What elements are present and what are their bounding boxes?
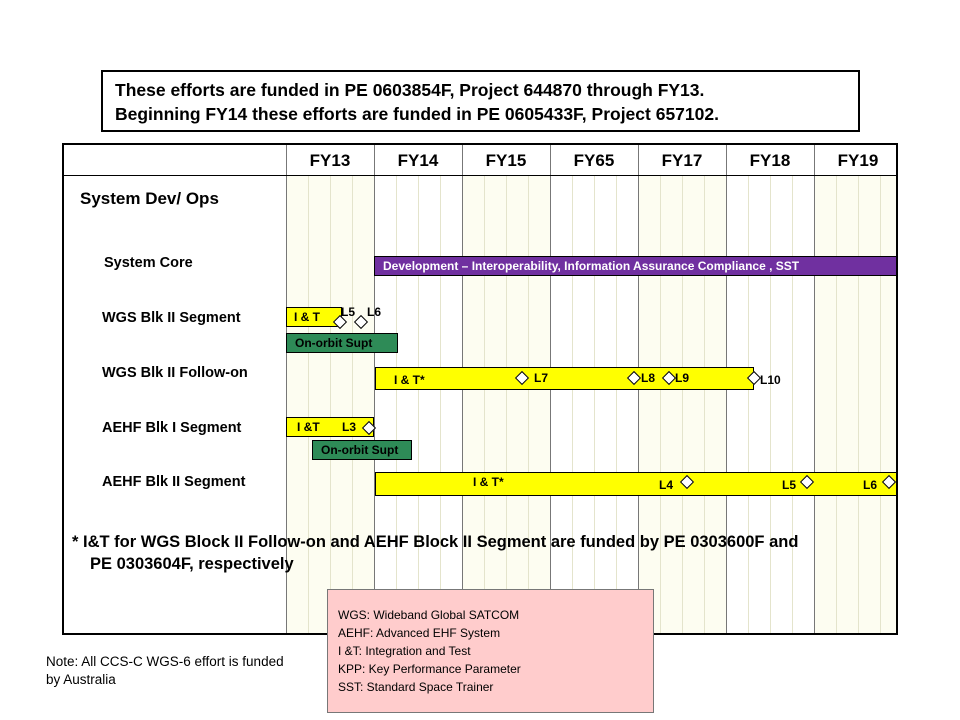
system-core-development-bar: Development – Interoperability, Informat… [374,256,896,276]
australia-funding-note: Note: All CCS-C WGS-6 effort is funded b… [46,654,284,687]
grid-minor [418,175,419,633]
grid-major [814,145,815,633]
funding-footnote: * I&T for WGS Block II Follow-on and AEH… [72,531,798,575]
footnote-line-2: PE 0303604F, respectively [90,555,294,573]
bar-label: Development – Interoperability, Informat… [383,259,800,273]
glossary-item: WGS: Wideband Global SATCOM [338,608,520,622]
glossary-item: I &T: Integration and Test [338,644,471,658]
bar-label: I & T [294,310,320,324]
grid-minor [792,175,793,633]
funding-statement-box: These efforts are funded in PE 0603854F,… [101,70,860,132]
row-label-wgs-blk2-follow-on: WGS Blk II Follow-on [102,365,248,381]
funding-line-1: These efforts are funded in PE 0603854F,… [115,80,705,100]
year-label: FY18 [749,151,791,170]
year-label: FY13 [309,151,351,170]
milestone-label: L9 [675,371,690,385]
grid-minor [440,175,441,633]
aehf-blk1-it-bar: I &T [286,417,374,437]
grid-minor [770,175,771,633]
grid-minor [396,175,397,633]
row-label-aehf-blk2-segment: AEHF Blk II Segment [102,474,246,490]
grid-minor [484,175,485,633]
milestone-label: L3 [342,420,357,434]
row-label-aehf-blk1-segment: AEHF Blk I Segment [102,420,242,436]
acronym-glossary: WGS: Wideband Global SATCOM AEHF: Advanc… [327,589,654,713]
milestone-label: L8 [641,371,656,385]
grid-minor [528,175,529,633]
wgs-followon-it-bar: I & T* [375,367,754,390]
grid-minor [880,175,881,633]
grid-minor [572,175,573,633]
aehf-blk2-it-bar: I & T* [375,472,896,496]
grid-minor [330,175,331,633]
aehf-blk1-on-orbit-support-bar: On-orbit Supt [312,440,412,460]
grid-minor [748,175,749,633]
bar-label: On-orbit Supt [321,443,399,457]
year-label: FY15 [485,151,527,170]
milestone-label: L4 [659,478,674,492]
bar-label: I &T [297,420,320,434]
funding-line-2: Beginning FY14 these efforts are funded … [115,104,719,124]
grid-minor [682,175,683,633]
row-label-wgs-blk2-segment: WGS Blk II Segment [102,310,241,326]
grid-minor [616,175,617,633]
glossary-item: KPP: Key Performance Parameter [338,662,521,676]
schedule-chart: FY13 FY14 FY15 FY65 FY17 FY18 FY19 Syste… [62,143,898,635]
row-label-system-core: System Core [104,255,193,271]
grid-minor [594,175,595,633]
grid-minor [506,175,507,633]
bar-label: On-orbit Supt [295,336,373,350]
grid-major [374,145,375,633]
milestone-label: L10 [760,373,781,387]
grid-minor [858,175,859,633]
grid-major [286,145,287,633]
grid-minor [660,175,661,633]
bar-label: I & T* [394,373,425,387]
milestone-label: L5 [782,478,797,492]
wgs-blk2-it-bar: I & T [286,307,342,327]
year-label: FY14 [397,151,439,170]
year-label: FY17 [661,151,703,170]
grid-minor [836,175,837,633]
year-label: FY65 [573,151,615,170]
milestone-label: L5 [341,305,356,319]
milestone-label: L7 [534,371,549,385]
footnote-line-1: * I&T for WGS Block II Follow-on and AEH… [72,533,799,551]
glossary-item: AEHF: Advanced EHF System [338,626,501,640]
milestone-label: L6 [863,478,878,492]
grid-minor [352,175,353,633]
wgs-blk2-on-orbit-support-bar: On-orbit Supt [286,333,398,353]
grid-minor [704,175,705,633]
glossary-item: SST: Standard Space Trainer [338,680,494,694]
section-title: System Dev/ Ops [80,189,219,208]
year-band [814,175,896,633]
bar-label: I & T* [473,475,504,489]
header-divider [64,175,896,176]
year-label: FY19 [837,151,879,170]
grid-minor [308,175,309,633]
milestone-label: L6 [367,305,382,319]
